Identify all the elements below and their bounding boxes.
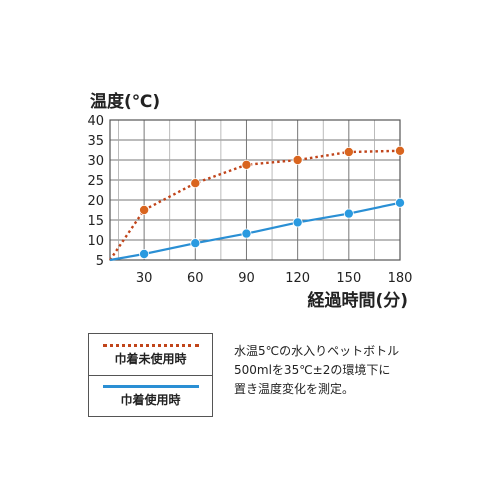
legend-item-unused: 巾着未使用時 — [89, 334, 212, 376]
series-1-point-60 — [190, 238, 201, 249]
temperature-chart: 温度(℃) 経過時間(分) 5 10 15 20 25 30 35 40 30 60 90 120 15… — [87, 91, 413, 311]
series-1-point-150 — [343, 208, 354, 219]
x-axis-label: 経過時間(分) — [307, 290, 408, 311]
x-tick-label-30: 30 — [136, 271, 153, 286]
y-tick-label-35: 35 — [87, 134, 104, 149]
legend: 巾着未使用時 巾着使用時 — [88, 333, 213, 417]
y-tick-label-15: 15 — [87, 214, 104, 229]
plot-area — [110, 120, 400, 260]
plot-frame — [109, 119, 401, 261]
note-line-1: 水温5℃の水入りペットボトル — [234, 344, 400, 358]
note-line-2: 500mlを35℃±2の環境下に — [234, 363, 391, 377]
series-0-point-60 — [190, 178, 201, 189]
series-1-point-180 — [394, 197, 405, 208]
series-0-point-180 — [394, 145, 405, 156]
series-0-point-120 — [292, 154, 303, 165]
y-tick-label-10: 10 — [87, 234, 104, 249]
x-tick-label-120: 120 — [285, 271, 310, 286]
x-tick-label-60: 60 — [187, 271, 204, 286]
y-tick-label-5: 5 — [96, 254, 104, 269]
experiment-note: 水温5℃の水入りペットボトル 500mlを35℃±2の環境下に 置き温度変化を測… — [234, 342, 474, 399]
note-line-3: 置き温度変化を測定。 — [234, 382, 355, 396]
series-0-point-90 — [241, 159, 252, 170]
legend-swatch-solid — [103, 385, 199, 388]
y-axis-label: 温度(℃) — [90, 91, 160, 112]
legend-item-used: 巾着使用時 — [89, 375, 212, 416]
legend-label-unused: 巾着未使用時 — [114, 352, 187, 366]
x-tick-label-150: 150 — [336, 271, 361, 286]
y-tick-label-40: 40 — [87, 114, 104, 129]
series-1-point-30 — [139, 248, 150, 259]
series-1-point-90 — [241, 228, 252, 239]
y-tick-label-30: 30 — [87, 154, 104, 169]
series-1-point-120 — [292, 217, 303, 228]
legend-label-used: 巾着使用時 — [120, 393, 181, 407]
series-0-point-150 — [343, 146, 354, 157]
x-tick-label-180: 180 — [388, 271, 413, 286]
y-tick-label-25: 25 — [87, 174, 104, 189]
legend-swatch-dotted — [103, 344, 199, 347]
series-0-point-30 — [139, 204, 150, 215]
y-tick-label-20: 20 — [87, 194, 104, 209]
x-tick-label-90: 90 — [238, 271, 255, 286]
